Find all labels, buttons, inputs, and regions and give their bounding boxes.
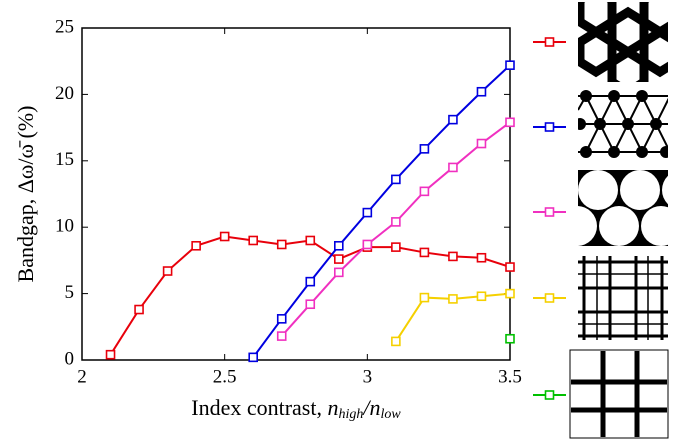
data-marker (162, 266, 173, 276)
data-marker (305, 299, 316, 310)
data-marker (305, 235, 316, 246)
data-marker (391, 217, 401, 227)
x-label-var: /n (361, 395, 380, 420)
data-marker (476, 86, 487, 97)
y-tick-label: 25 (55, 16, 74, 37)
data-marker (333, 267, 344, 278)
legend-marker (544, 37, 555, 47)
y-axis-label: Bandgap, Δω/ω̄ (%) (13, 106, 38, 283)
data-marker (219, 231, 230, 242)
data-marker (248, 235, 258, 246)
data-marker (362, 207, 373, 218)
x-tick-label: 3 (363, 366, 373, 387)
data-marker (448, 162, 458, 173)
structure-icon (569, 349, 669, 439)
y-tick-label: 5 (65, 282, 75, 303)
x-label-sub: high (338, 407, 363, 422)
data-marker (476, 252, 487, 263)
structure-icon (578, 256, 668, 340)
structure-icon (578, 2, 668, 82)
legend-marker (544, 207, 555, 217)
data-marker (248, 352, 258, 363)
legend-marker (544, 122, 555, 132)
data-marker (476, 138, 487, 149)
data-marker (476, 291, 487, 302)
x-tick-label: 3.5 (498, 366, 522, 387)
data-marker (505, 117, 515, 128)
x-tick-label: 2.5 (213, 366, 237, 387)
data-marker (448, 114, 458, 125)
y-tick-label: 10 (55, 216, 74, 237)
structure-icon (578, 170, 668, 246)
y-tick-label: 0 (65, 348, 75, 369)
data-marker (276, 331, 287, 341)
legend-marker (544, 293, 555, 303)
x-label-text: Index contrast, (191, 395, 327, 420)
data-marker (419, 292, 430, 303)
data-marker (419, 144, 430, 154)
data-marker (505, 333, 515, 344)
data-marker (419, 186, 430, 197)
x-label-sub: low (381, 407, 402, 422)
series-line (252, 64, 511, 358)
data-marker (105, 349, 116, 360)
data-marker (391, 174, 401, 185)
plot-frame (81, 27, 511, 361)
data-marker (333, 240, 344, 251)
data-marker (134, 304, 144, 315)
data-marker (419, 247, 430, 258)
series-line (280, 121, 511, 337)
x-axis-label: Index contrast, nhigh/nlow (191, 395, 401, 422)
data-marker (448, 251, 458, 262)
data-marker (276, 239, 287, 250)
data-marker (191, 240, 201, 251)
data-marker (305, 276, 316, 287)
data-marker (362, 239, 373, 250)
y-tick-label: 20 (55, 83, 74, 104)
data-marker (505, 262, 515, 272)
data-marker (276, 314, 287, 324)
y-tick-label: 15 (55, 149, 74, 170)
legend-marker (544, 390, 555, 400)
x-tick-label: 2 (77, 366, 87, 387)
structure-icon (578, 90, 668, 158)
data-marker (448, 294, 458, 304)
data-marker (505, 60, 515, 70)
data-marker (391, 242, 401, 252)
data-marker (391, 336, 401, 347)
x-label-var: n (327, 395, 338, 420)
data-marker (505, 288, 515, 299)
data-marker (333, 254, 344, 264)
